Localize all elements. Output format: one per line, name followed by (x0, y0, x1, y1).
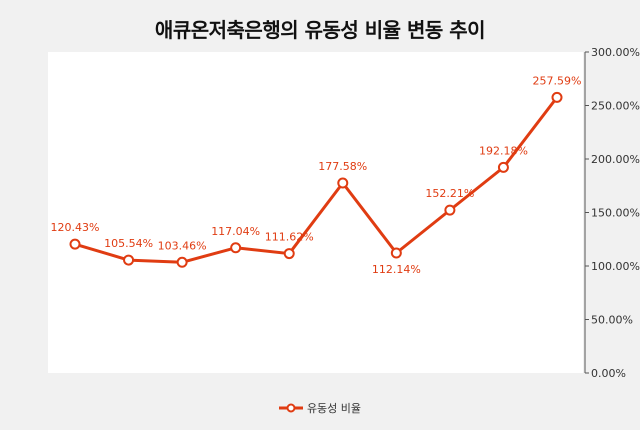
y-tick-label: 150.00% (591, 207, 640, 220)
y-tick-label: 250.00% (591, 100, 640, 113)
plot-area (48, 52, 583, 373)
chart-title: 애큐온저축은행의 유동성 비율 변동 추이 (154, 18, 486, 42)
data-label: 103.46% (158, 239, 207, 252)
data-label: 117.04% (211, 225, 260, 238)
data-label: 105.54% (104, 237, 153, 250)
data-point (176, 256, 188, 268)
data-label: 177.58% (318, 160, 367, 173)
y-tick-label: 300.00% (591, 46, 640, 59)
data-label: 192.18% (479, 144, 528, 157)
series-line (74, 96, 559, 264)
data-point (497, 161, 509, 173)
data-point (230, 242, 242, 254)
y-tick-label: 0.00% (591, 367, 626, 380)
legend: 유동성 비율 (0, 400, 640, 416)
y-tick-label: 200.00% (591, 153, 640, 166)
data-point (123, 254, 135, 266)
y-tick-label: 50.00% (591, 314, 633, 327)
data-label: 111.62% (265, 231, 314, 244)
data-label: 120.43% (51, 221, 100, 234)
data-point (390, 247, 402, 259)
data-point (444, 204, 456, 216)
data-label: 112.14% (372, 263, 421, 276)
data-point (551, 91, 563, 103)
legend-label: 유동성 비율 (306, 402, 362, 415)
legend-marker (278, 403, 303, 413)
data-label: 152.21% (425, 187, 474, 200)
data-label: 257.59% (533, 74, 582, 87)
data-point (69, 238, 81, 250)
y-tick-label: 100.00% (591, 260, 640, 273)
data-point (337, 177, 349, 189)
data-point (283, 248, 295, 260)
